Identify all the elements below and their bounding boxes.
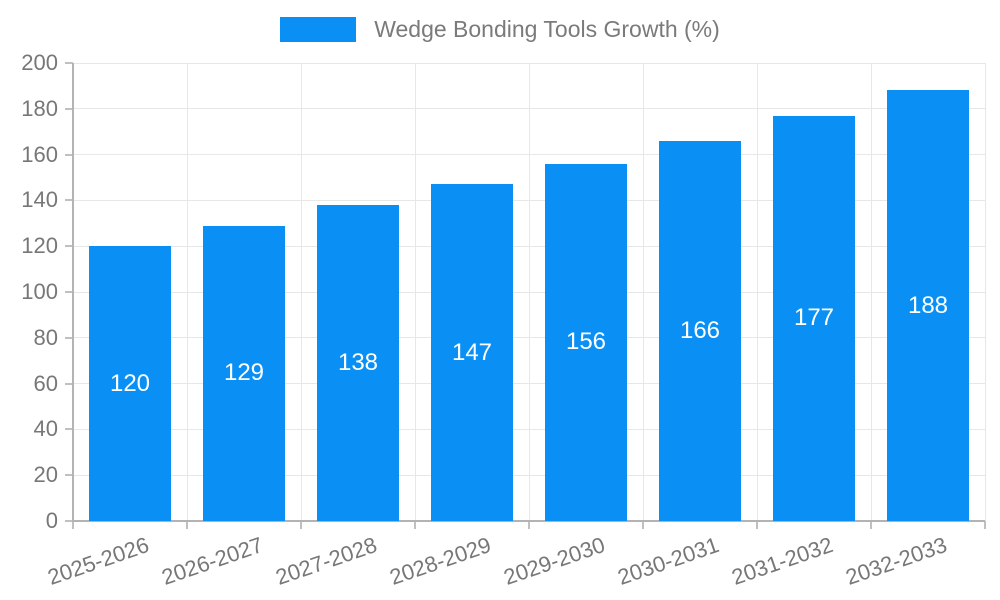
y-tick-label: 0 [45,508,58,533]
y-tick-label: 80 [33,324,58,350]
y-tick-mark [65,382,73,385]
bar: 188 [887,90,969,521]
x-tick-mark [870,521,872,529]
x-tick-mark [528,521,530,529]
bar-value-label: 156 [565,328,607,356]
gridline-vertical [984,63,986,521]
y-tick-label: 60 [33,370,58,396]
bar-value-label: 177 [793,304,835,332]
x-tick-mark [414,521,416,529]
y-tick-mark [65,291,73,293]
y-tick-mark [65,428,73,431]
x-tick-mark [300,521,302,529]
legend-swatch-icon [280,17,357,42]
y-tick-label: 160 [21,141,58,167]
legend[interactable]: Wedge Bonding Tools Growth (%) [0,16,1000,43]
bar: 156 [545,163,627,521]
y-tick-mark [65,474,73,477]
y-tick-mark [65,107,73,110]
bar-value-label: 188 [907,291,949,319]
x-tick-mark [642,521,644,529]
y-tick-label: 200 [21,50,58,75]
y-tick-label: 120 [21,233,58,259]
x-tick-mark [984,521,986,529]
gridline-vertical [300,63,302,521]
bar-value-label: 120 [109,369,151,397]
y-tick-mark [65,245,73,248]
bar: 129 [203,225,285,521]
bar: 177 [773,115,855,521]
bar: 147 [431,184,513,521]
bar-value-label: 129 [223,359,265,387]
x-axis-line [73,520,985,522]
gridline-vertical [528,63,530,521]
gridline-vertical [186,63,188,521]
bar-value-label: 138 [337,348,379,376]
legend-label: Wedge Bonding Tools Growth (%) [374,16,720,42]
bar: 166 [659,140,741,521]
y-tick-mark [65,62,73,64]
y-tick-mark [65,520,73,522]
y-tick-label: 40 [33,416,58,442]
y-tick-label: 100 [21,279,58,304]
x-tick-mark [756,521,758,529]
gridline-vertical [642,63,644,521]
gridline-vertical [414,63,416,521]
bar-value-label: 166 [679,316,721,344]
gridline-vertical [870,63,872,521]
bar: 120 [89,246,171,521]
y-tick-mark [65,153,73,156]
bar: 138 [317,204,399,521]
y-tick-label: 180 [21,95,58,121]
x-tick-mark [72,521,74,529]
gridline-vertical [756,63,758,521]
y-tick-mark [65,199,73,202]
y-tick-label: 20 [33,462,58,488]
y-tick-mark [65,336,73,339]
x-tick-mark [186,521,188,529]
y-axis-line [72,63,74,522]
y-tick-label: 140 [21,187,58,213]
bar-value-label: 147 [451,338,493,366]
